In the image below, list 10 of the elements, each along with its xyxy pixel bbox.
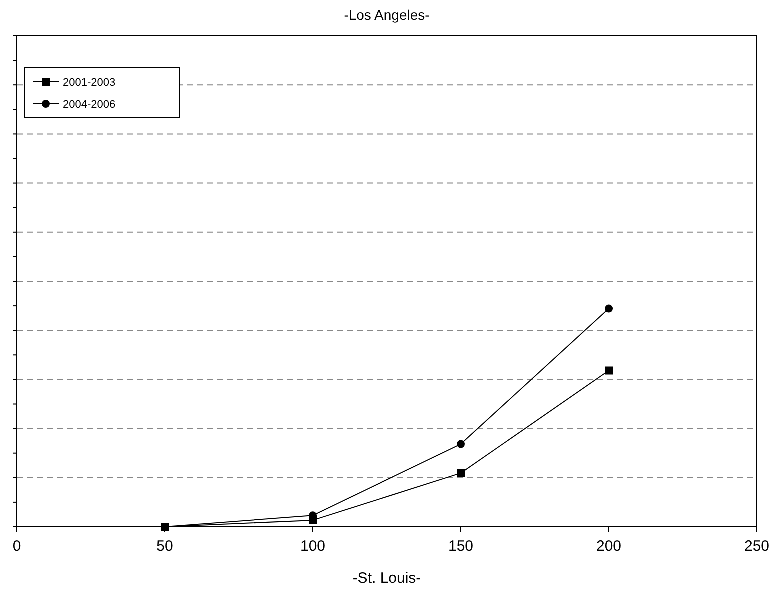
- x-tick-label: 250: [744, 538, 770, 555]
- x-tick-label: 100: [300, 538, 326, 555]
- x-tick-label: 0: [12, 538, 22, 555]
- x-axis-title: -St. Louis-: [352, 570, 422, 587]
- x-tick-label: 50: [156, 538, 174, 555]
- chart-title: -Los Angeles-: [344, 7, 430, 23]
- legend-label: 2001-2003: [63, 77, 116, 89]
- x-tick-label: 150: [448, 538, 474, 555]
- legend-label: 2004-2006: [63, 99, 116, 111]
- x-tick-label: 200: [596, 538, 622, 555]
